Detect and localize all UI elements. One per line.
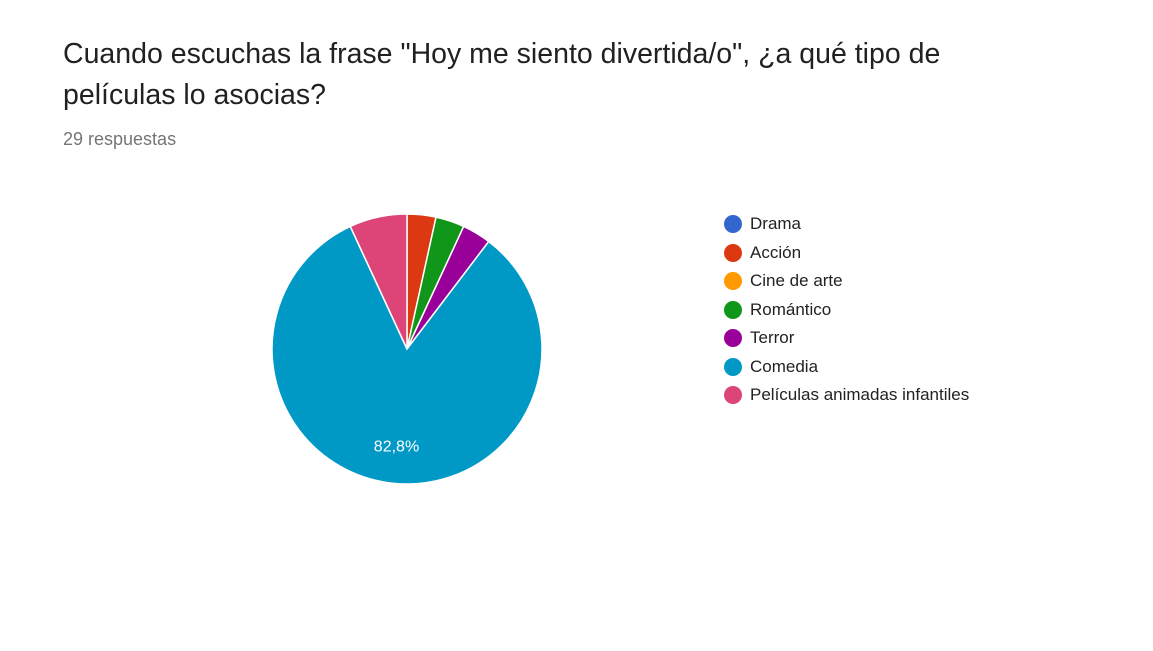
legend-label: Cine de arte [750,271,843,291]
legend-item[interactable]: Drama [724,210,969,239]
pie-data-label: 82,8% [374,439,419,456]
legend-swatch-icon [724,300,742,319]
chart-legend: Drama Acción Cine de arte Romántico Terror Co… [724,210,969,410]
legend-item[interactable]: Comedia [724,353,969,382]
legend-item[interactable]: Cine de arte [724,267,969,296]
legend-swatch-icon [724,329,742,348]
legend-swatch-icon [724,215,742,234]
legend-swatch-icon [724,243,742,262]
legend-item[interactable]: Romántico [724,296,969,325]
legend-item[interactable]: Terror [724,324,969,353]
legend-swatch-icon [724,357,742,376]
legend-label: Películas animadas infantiles [750,385,970,405]
pie-slice-películas-animadas-infantiles[interactable] [349,213,408,350]
pie-data-labels: 82,8% [374,439,419,456]
legend-label: Comedia [750,356,819,376]
legend-label: Drama [750,214,802,234]
pie-slices [271,213,543,485]
legend-label: Terror [750,328,795,348]
legend-item[interactable]: Acción [724,239,969,268]
legend-swatch-icon [724,272,742,291]
legend-swatch-icon [724,386,742,405]
question-title: Cuando escuchas la frase "Hoy me siento … [63,38,941,111]
legend-label: Romántico [750,299,832,319]
response-count: 29 respuestas [63,129,177,149]
pie-chart: 82,8% [271,213,543,485]
legend-item[interactable]: Películas animadas infantiles [724,381,969,410]
legend-label: Acción [750,242,802,262]
pie-slice-comedia[interactable] [271,225,543,485]
